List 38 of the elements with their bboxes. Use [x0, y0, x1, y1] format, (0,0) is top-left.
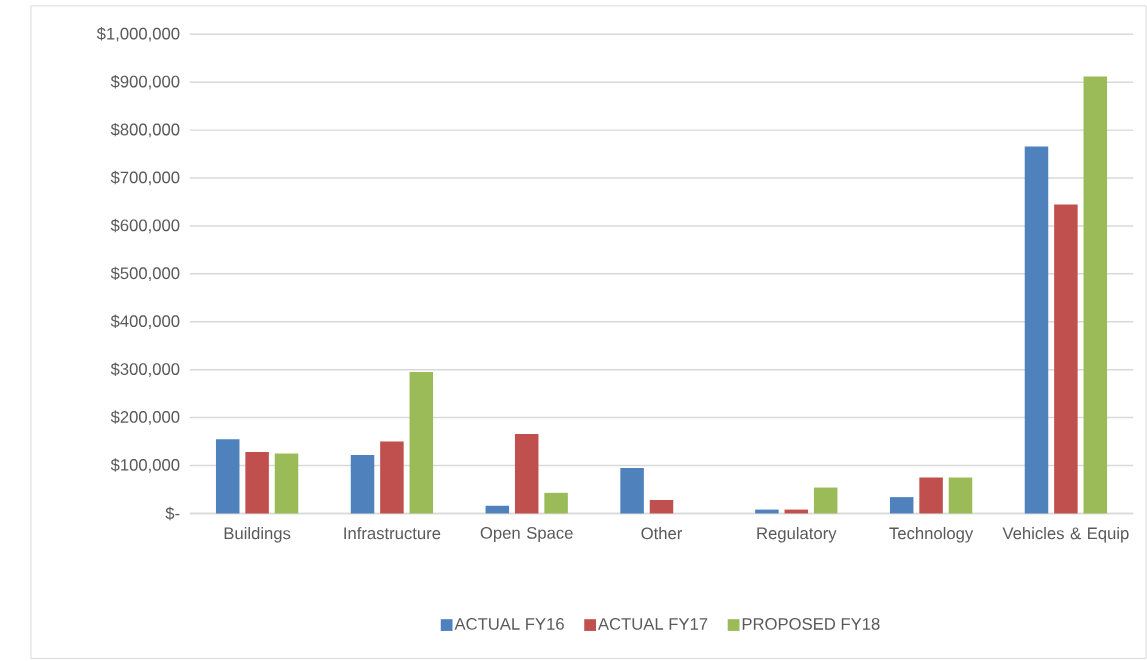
y-tick-label: $400,000 [110, 314, 180, 329]
bar [274, 453, 299, 514]
x-tick-label: Technology [889, 526, 974, 543]
y-tick-label: $700,000 [110, 170, 180, 186]
bar [245, 451, 269, 514]
bar [380, 441, 404, 514]
x-tick-label: Infrastructure [344, 526, 441, 540]
legend-label: ACTUAL FY17 [597, 617, 708, 630]
bar [350, 454, 375, 514]
y-tick-label: $200,000 [110, 410, 180, 425]
bar [544, 492, 568, 514]
bar [1083, 76, 1108, 514]
y-tick-label: $500,000 [110, 266, 180, 281]
bar [889, 496, 914, 514]
bar [514, 433, 539, 514]
x-tick-label: Open Space [480, 526, 573, 542]
bar [620, 467, 644, 514]
x-tick-label: Buildings [224, 526, 291, 543]
y-tick-label: $300,000 [110, 362, 180, 377]
bar [215, 438, 240, 514]
y-tick-label: $900,000 [110, 74, 180, 90]
bar [919, 477, 943, 514]
bar [1054, 204, 1078, 514]
bar [409, 371, 434, 514]
bar [649, 499, 674, 514]
y-tick-label: $600,000 [110, 218, 180, 233]
bar [1024, 146, 1049, 514]
x-tick-label: Other [641, 526, 683, 540]
y-tick-label: $1,000,000 [96, 26, 180, 42]
x-tick-label: Regulatory [757, 526, 837, 543]
bar [948, 477, 973, 514]
x-tick-label: Vehicles & Equip [1002, 526, 1129, 543]
y-tick-label: $- [165, 506, 180, 520]
bar [813, 487, 838, 514]
y-tick-label: $100,000 [110, 458, 180, 473]
legend-label: ACTUAL FY16 [454, 617, 564, 630]
y-tick-label: $800,000 [110, 122, 180, 138]
legend-label: PROPOSED FY18 [742, 617, 880, 630]
